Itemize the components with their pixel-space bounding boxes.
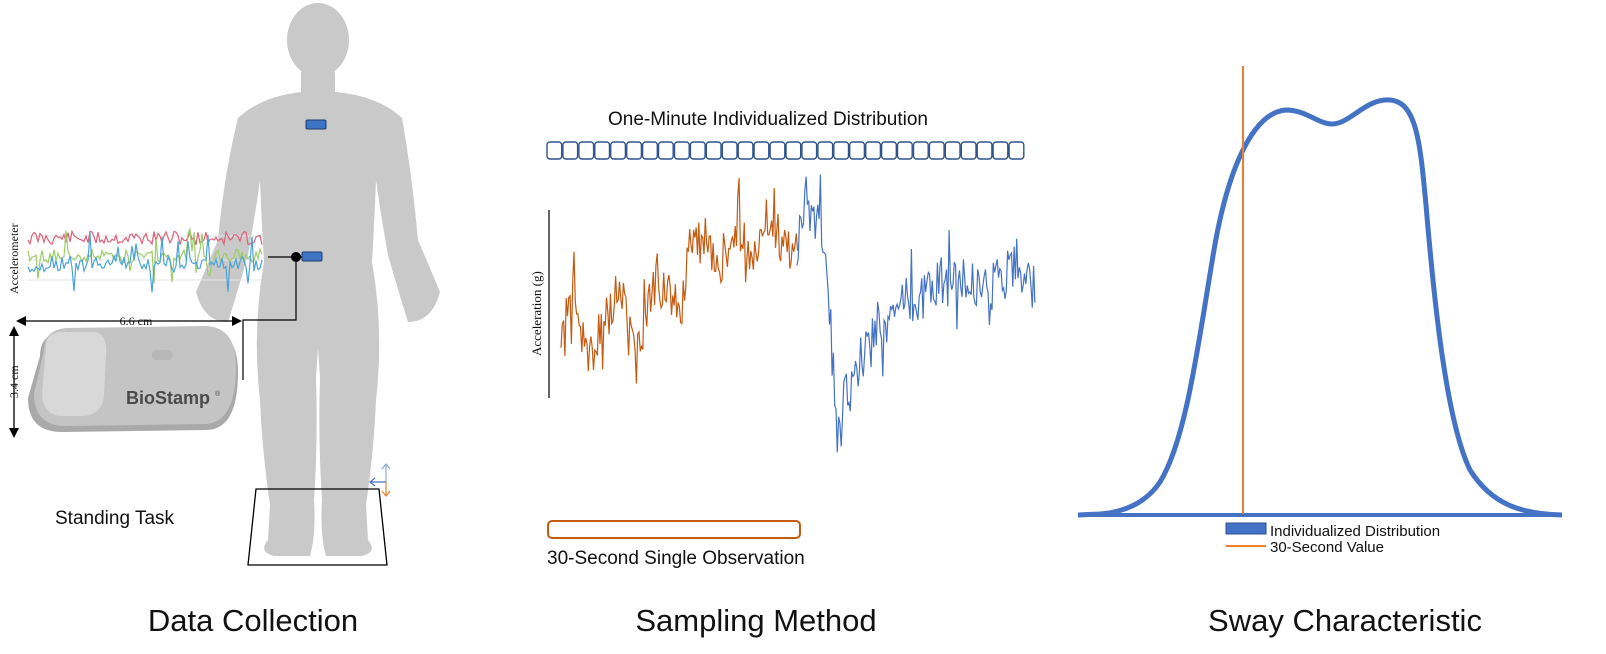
window-segment — [849, 141, 866, 160]
accelerometer-axis-label: Accelerometer — [7, 223, 21, 294]
signal-remaining-segment — [796, 174, 1036, 453]
window-segment — [928, 141, 945, 160]
window-segment — [880, 141, 897, 160]
sensor-leader-line — [242, 256, 302, 380]
waist-sensor — [301, 251, 323, 262]
window-segment — [992, 141, 1009, 160]
height-label: 3.4 cm — [7, 365, 21, 398]
accel-trace-green — [27, 227, 263, 284]
accelerometer-traces — [27, 227, 263, 293]
window-segment — [896, 141, 913, 160]
window-segment — [912, 141, 929, 160]
window-segment — [626, 141, 643, 160]
human-silhouette — [196, 3, 440, 556]
sway-characteristic-title: Sway Characteristic — [1208, 603, 1482, 638]
observation-label: 30-Second Single Observation — [547, 548, 805, 569]
height-dimension — [9, 326, 19, 438]
window-segment — [753, 141, 770, 160]
legend-swatch-distribution — [1225, 522, 1267, 535]
window-segment — [817, 141, 834, 160]
window-segment — [562, 141, 579, 160]
thirty-second-window-bar — [547, 520, 801, 539]
window-segment — [833, 141, 850, 160]
axis-indicator-icon — [369, 463, 391, 497]
window-segment — [673, 141, 690, 160]
window-segment — [1008, 141, 1025, 160]
sampling-method-panel: One-Minute Individualized Distribution A… — [529, 109, 1036, 638]
legend-label-distribution: Individualized Distribution — [1270, 523, 1440, 540]
width-dimension — [16, 316, 242, 326]
signal-30s-segment — [560, 177, 799, 384]
sampling-method-title: Sampling Method — [635, 603, 876, 638]
legend-label-30s: 30-Second Value — [1270, 539, 1384, 556]
window-segment — [801, 141, 818, 160]
chest-sensor — [305, 119, 327, 130]
window-segment — [976, 141, 993, 160]
width-label: 6.6 cm — [120, 314, 153, 328]
window-label: One-Minute Individualized Distribution — [608, 109, 928, 130]
window-segment — [865, 141, 882, 160]
window-segment — [721, 141, 738, 160]
accel-trace-blue — [27, 232, 263, 293]
legend: Individualized Distribution 30-Second Va… — [1225, 522, 1440, 556]
window-segment — [546, 141, 563, 160]
window-segment — [641, 141, 658, 160]
biostamp-brand: BioStamp — [126, 388, 210, 408]
window-segment — [944, 141, 961, 160]
force-plate — [247, 488, 388, 566]
window-segment — [610, 141, 627, 160]
window-segment — [705, 141, 722, 160]
sway-characteristic-panel: Individualized Distribution 30-Second Va… — [1077, 66, 1563, 638]
window-segment — [769, 141, 786, 160]
one-minute-window-bar — [546, 141, 1025, 160]
window-segment — [737, 141, 754, 160]
window-segment — [657, 141, 674, 160]
biostamp-device-image: BioStamp ® — [28, 326, 238, 432]
data-collection-panel: Accelerometer 6.6 cm 3.4 cm BioStamp ® S… — [7, 3, 440, 638]
window-segment — [960, 141, 977, 160]
window-segment — [594, 141, 611, 160]
distribution-curve — [1077, 97, 1563, 518]
data-collection-title: Data Collection — [148, 603, 358, 638]
window-segment — [578, 141, 595, 160]
registered-mark: ® — [215, 390, 221, 398]
window-segment — [689, 141, 706, 160]
window-segment — [785, 141, 802, 160]
standing-task-label: Standing Task — [55, 508, 175, 529]
acceleration-axis-label: Acceleration (g) — [529, 271, 544, 356]
